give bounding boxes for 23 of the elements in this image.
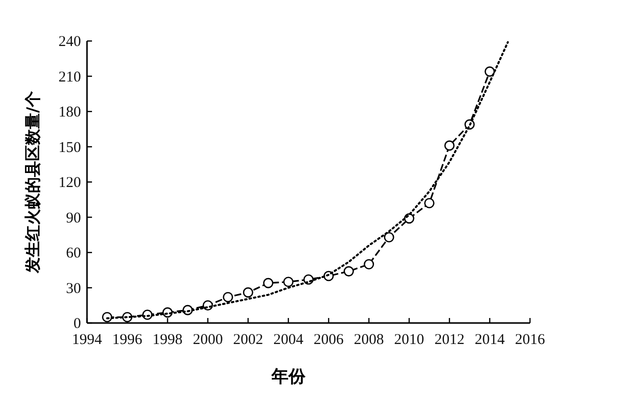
y-tick-label: 0 — [74, 316, 81, 332]
y-tick-label: 60 — [66, 246, 81, 262]
x-axis-title: 年份 — [270, 367, 306, 387]
x-tick-label: 2004 — [273, 332, 304, 348]
y-tick-label: 180 — [58, 104, 81, 120]
x-tick-label: 2000 — [192, 332, 223, 348]
x-tick-label: 2010 — [394, 332, 424, 348]
y-tick-label: 30 — [66, 280, 81, 297]
x-tick-label: 2002 — [233, 332, 264, 348]
y-tick-label: 210 — [58, 69, 81, 86]
y-tick-label: 120 — [58, 175, 81, 191]
x-tick-label: 1996 — [112, 332, 143, 348]
y-tick-label: 240 — [58, 34, 81, 50]
x-tick-label: 1994 — [72, 332, 102, 348]
x-tick-label: 2012 — [434, 332, 464, 348]
x-tick-label: 2008 — [354, 332, 384, 348]
x-tick-label: 1998 — [152, 332, 183, 348]
y-tick-label: 90 — [66, 210, 81, 226]
x-tick-label: 2016 — [515, 332, 546, 348]
y-axis-title: 发生红火蚁的县区数量/个 — [23, 90, 42, 274]
x-tick-label: 2006 — [314, 332, 344, 348]
x-tick-label: 2014 — [474, 332, 506, 348]
y-tick-label: 150 — [58, 140, 81, 156]
